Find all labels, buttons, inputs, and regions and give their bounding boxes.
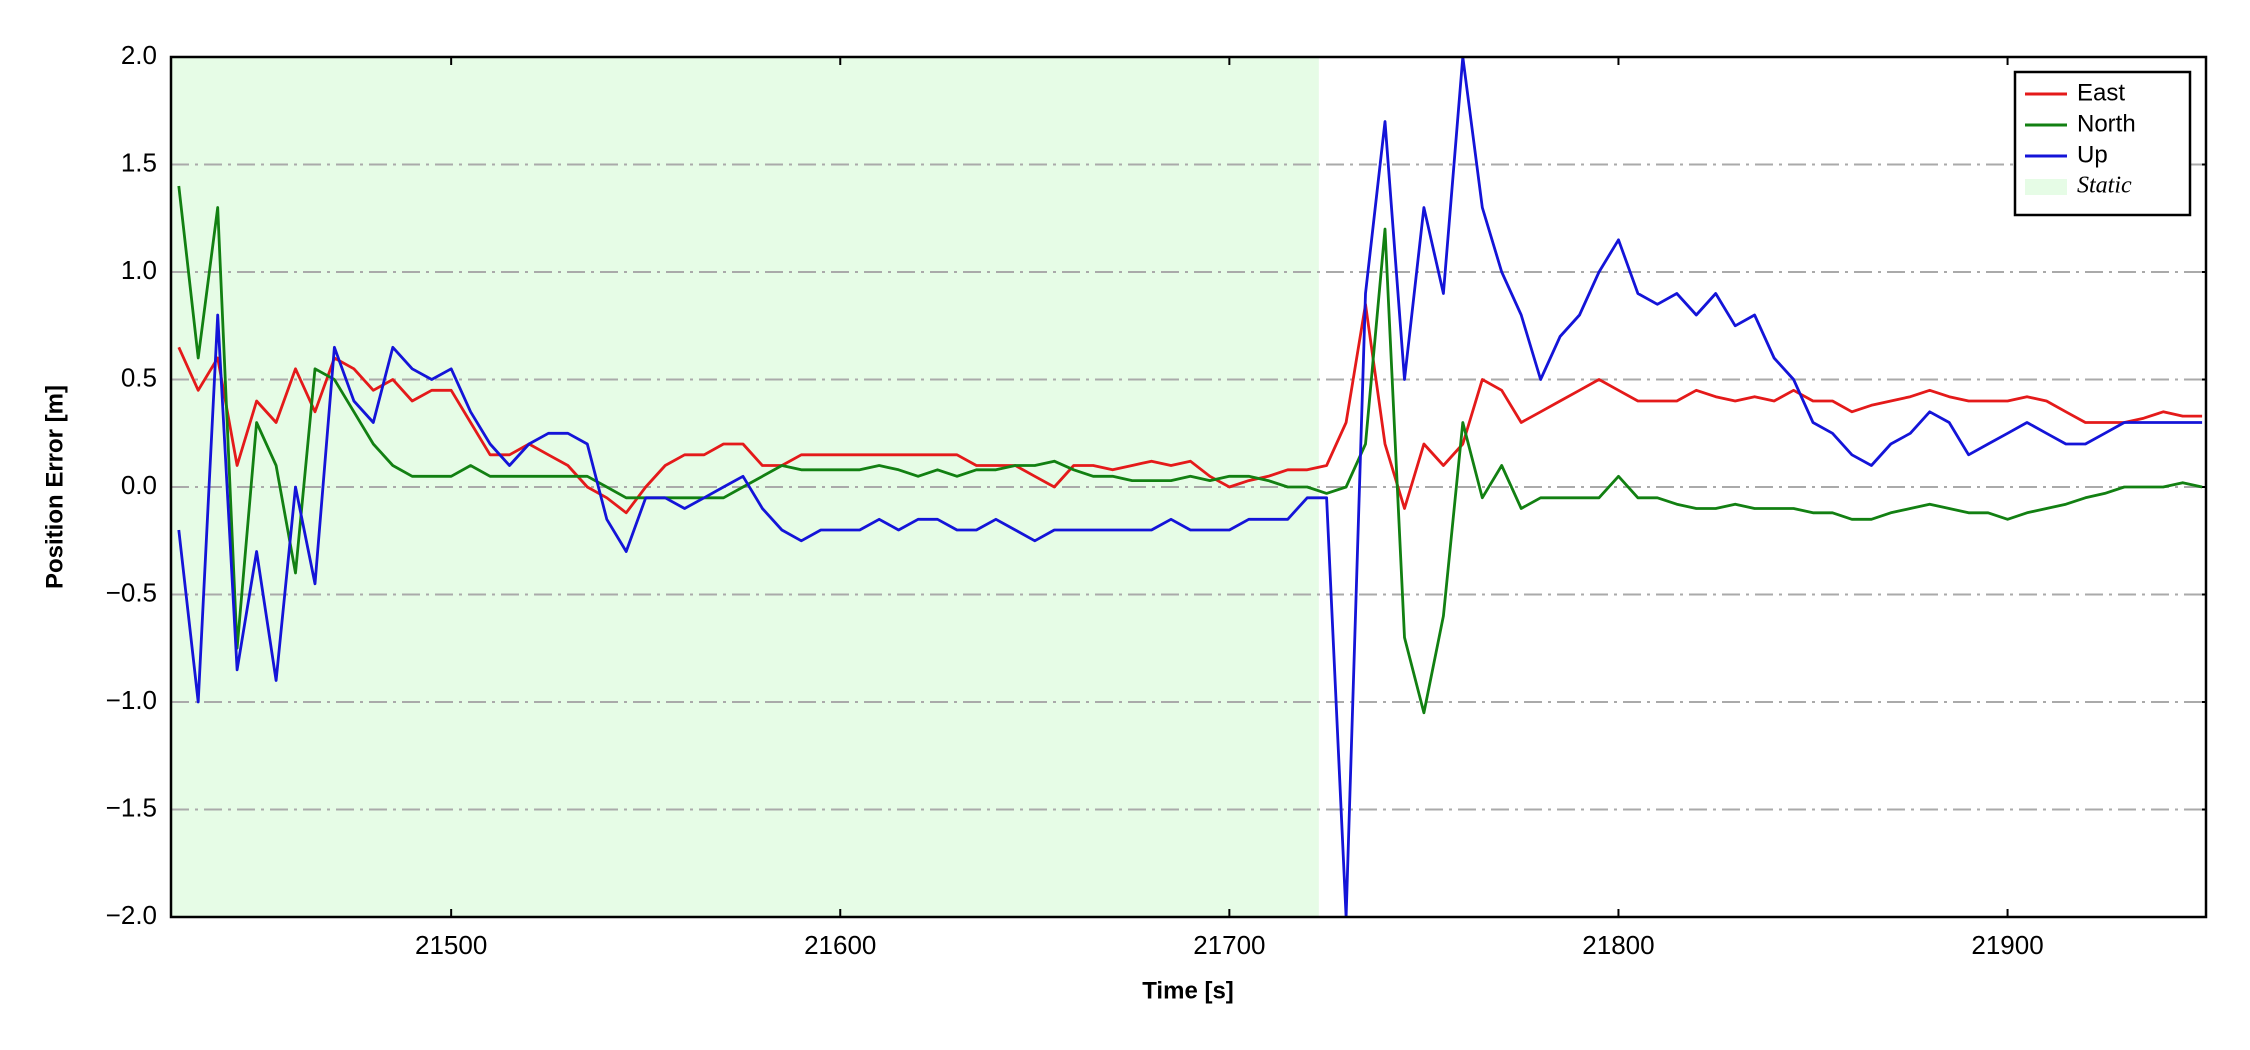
y-tick-label: −1.0 xyxy=(106,685,157,715)
plot-frame xyxy=(169,55,2208,919)
x-tick-label: 21600 xyxy=(804,930,876,960)
y-tick-label: 0.5 xyxy=(121,362,157,392)
legend-label: North xyxy=(2077,110,2136,137)
x-tick-label: 21900 xyxy=(1971,930,2043,960)
legend-label: East xyxy=(2077,79,2125,106)
y-tick-label: −1.5 xyxy=(106,792,157,822)
x-axis-label: Time [s] xyxy=(1142,977,1234,1004)
legend-swatch xyxy=(2025,179,2067,195)
y-tick-label: 1.0 xyxy=(121,255,157,285)
y-axis-label: Position Error [m] xyxy=(41,385,68,589)
legend-label: Static xyxy=(2077,173,2132,199)
legend-label: Up xyxy=(2077,141,2108,168)
y-tick-label: 2.0 xyxy=(121,40,157,70)
series-line xyxy=(177,57,2203,917)
x-tick-label: 21700 xyxy=(1193,930,1265,960)
y-tick-label: 0.0 xyxy=(121,470,157,500)
x-tick-label: 21500 xyxy=(415,930,487,960)
x-tick-label: 21800 xyxy=(1582,930,1654,960)
y-tick-label: 1.5 xyxy=(121,147,157,177)
series-line xyxy=(177,185,2203,715)
y-tick-label: −0.5 xyxy=(106,577,157,607)
y-tick-label: −2.0 xyxy=(106,900,157,930)
series-line xyxy=(177,302,2203,515)
